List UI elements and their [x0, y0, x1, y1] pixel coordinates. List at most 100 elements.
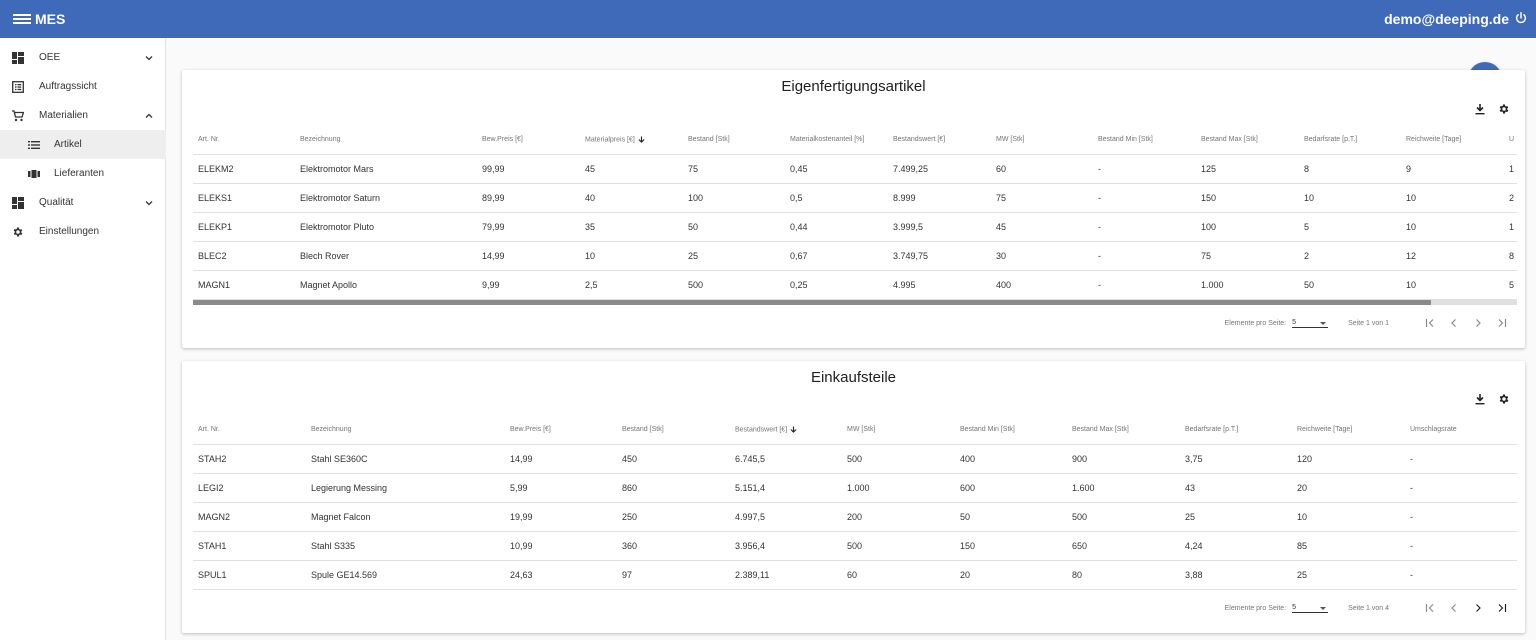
dashboard-icon [12, 196, 24, 209]
sidebar-item-materialien[interactable]: Materialien [0, 101, 166, 130]
table-cell: 50 [683, 212, 785, 242]
power-icon[interactable] [1514, 11, 1528, 25]
sidebar-item-label: Materialien [39, 110, 88, 121]
column-header[interactable]: Bedarfsrate [p.T.] [1180, 415, 1292, 445]
table-cell: MAGN2 [193, 502, 306, 532]
column-header[interactable]: Bezeichnung [295, 125, 477, 155]
page-size-select[interactable]: 5 [1292, 604, 1329, 613]
download-icon[interactable] [1474, 393, 1486, 405]
table-cell: 2,5 [580, 270, 683, 300]
sidebar-item-label: Auftragssicht [39, 81, 97, 92]
sidebar-item-qualitaet[interactable]: Qualität [0, 188, 166, 217]
column-header[interactable]: Bezeichnung [306, 415, 505, 445]
table-cell: 4,24 [1180, 531, 1292, 561]
table-row[interactable]: MAGN2 Magnet Falcon 19,99 250 4.997,5 200 50 50… [193, 502, 1517, 532]
page-size-label: Elemente pro Seite: [1224, 319, 1287, 327]
settings-icon[interactable] [1498, 103, 1510, 115]
first-page-icon[interactable] [1425, 603, 1435, 613]
table-cell: 5 [1299, 212, 1401, 242]
table-cell: 8 [1504, 241, 1517, 271]
column-header[interactable]: Bestandswert [€] [888, 125, 991, 155]
column-header[interactable]: Bedarfsrate [p.T.] [1299, 125, 1401, 155]
table-row[interactable]: ELEKM2 Elektromotor Mars 99,99 45 75 0,45 7.49… [193, 154, 1517, 184]
table-cell: 20 [955, 560, 1067, 590]
sidebar-item-oee[interactable]: OEE [0, 43, 166, 72]
table-cell: STAH1 [193, 531, 306, 561]
table-cell: 1 [1504, 212, 1517, 242]
arrow-down-icon [790, 426, 797, 433]
column-header[interactable]: Art. Nr. [193, 415, 306, 445]
first-page-icon[interactable] [1425, 318, 1435, 328]
column-header[interactable]: MW [Stk] [842, 415, 955, 445]
column-header[interactable]: Reichweite [Tage] [1401, 125, 1504, 155]
column-header[interactable]: Bestand Min [Stk] [955, 415, 1067, 445]
table-cell: 5.151,4 [730, 473, 842, 503]
table-cell: 150 [955, 531, 1067, 561]
table-cell: 400 [991, 270, 1093, 300]
previous-page-icon[interactable] [1449, 318, 1459, 328]
table-cell: 30 [991, 241, 1093, 271]
table-row[interactable]: BLEC2 Blech Rover 14,99 10 25 0,67 3.749,75 30-… [193, 241, 1517, 271]
table-row[interactable]: SPUL1 Spule GE14.569 24,63 97 2.389,11 60 20 80… [193, 560, 1517, 590]
shopping-cart-icon [12, 109, 24, 121]
column-header[interactable]: Bestand [Stk] [617, 415, 730, 445]
table-row[interactable]: STAH2 Stahl SE360C 14,99 450 6.745,5 500 400 90… [193, 444, 1517, 474]
table-cell: 85 [1292, 531, 1405, 561]
table-cell: 2 [1504, 183, 1517, 213]
next-page-icon[interactable] [1473, 603, 1483, 613]
settings-icon[interactable] [1498, 393, 1510, 405]
column-header[interactable]: Bew.Preis [€] [477, 125, 580, 155]
table-row[interactable]: ELEKS1 Elektromotor Saturn 89,99 40 100 0,5 8.… [193, 183, 1517, 213]
table-cell: 79,99 [477, 212, 580, 242]
column-header[interactable]: Bestand Max [Stk] [1067, 415, 1180, 445]
page-size-select[interactable]: 5 [1292, 319, 1329, 328]
column-header[interactable]: U [1504, 125, 1517, 155]
horizontal-scrollbar[interactable] [193, 300, 1517, 305]
column-header[interactable]: Bestand Max [Stk] [1196, 125, 1299, 155]
scrollbar-thumb[interactable] [193, 300, 1431, 305]
column-header[interactable]: Bestand [Stk] [683, 125, 785, 155]
menu-icon[interactable] [13, 14, 31, 24]
table-cell: 50 [955, 502, 1067, 532]
sidebar-item-einstellungen[interactable]: Einstellungen [0, 217, 166, 246]
table-cell: 99,99 [477, 154, 580, 184]
column-header[interactable]: Umschlagsrate [1405, 415, 1517, 445]
sidebar-item-lieferanten[interactable]: Lieferanten [0, 159, 166, 188]
sidebar-item-label: Einstellungen [39, 226, 100, 237]
table-cell: 3.999,5 [888, 212, 991, 242]
table-row[interactable]: MAGN1 Magnet Apollo 9,99 2,5 500 0,25 4.995 400… [193, 270, 1517, 300]
last-page-icon[interactable] [1497, 603, 1507, 613]
previous-page-icon[interactable] [1449, 603, 1459, 613]
table-cell: 650 [1067, 531, 1180, 561]
paginator: Elemente pro Seite: 5 Seite 1 von 1 [1225, 315, 1507, 331]
last-page-icon[interactable] [1497, 318, 1507, 328]
einkaufsteile-table: Art. Nr. Bezeichnung Bew.Preis [€] Besta… [193, 415, 1517, 590]
table-cell: 10,99 [505, 531, 617, 561]
column-header[interactable]: Reichweite [Tage] [1292, 415, 1405, 445]
table-cell: 25 [683, 241, 785, 271]
table-cell: ELEKM2 [193, 154, 295, 184]
sidebar-item-artikel[interactable]: Artikel [0, 130, 166, 159]
table-cell: Magnet Apollo [295, 270, 477, 300]
table-row[interactable]: ELEKP1 Elektromotor Pluto 79,99 35 50 0,44 3.9… [193, 212, 1517, 242]
column-header-sorted[interactable]: Bestandswert [€] [730, 415, 842, 445]
column-header[interactable]: MW [Stk] [991, 125, 1093, 155]
sidebar-item-auftragssicht[interactable]: Auftragssicht [0, 72, 166, 101]
download-icon[interactable] [1474, 103, 1486, 115]
next-page-icon[interactable] [1473, 318, 1483, 328]
column-header[interactable]: Bestand Min [Stk] [1093, 125, 1196, 155]
page-range: Seite 1 von 1 [1348, 319, 1389, 327]
column-header[interactable]: Art. Nr. [193, 125, 295, 155]
table-cell: 0,5 [785, 183, 888, 213]
table-row[interactable]: STAH1 Stahl S335 10,99 360 3.956,4 500 150 650 4… [193, 531, 1517, 561]
table-cell: 45 [991, 212, 1093, 242]
table-cell: 500 [842, 531, 955, 561]
column-header-sorted[interactable]: Materialpreis [€] [580, 125, 683, 155]
eigenfertigung-table: Art. Nr. Bezeichnung Bew.Preis [€] Mater… [193, 125, 1517, 300]
table-cell: 2 [1299, 241, 1401, 271]
table-row[interactable]: LEGI2 Legierung Messing 5,99 860 5.151,4 1.00… [193, 473, 1517, 503]
table-cell: - [1093, 270, 1196, 300]
caret-down-icon [1320, 321, 1327, 325]
column-header[interactable]: Materialkostenanteil [%] [785, 125, 888, 155]
column-header[interactable]: Bew.Preis [€] [505, 415, 617, 445]
